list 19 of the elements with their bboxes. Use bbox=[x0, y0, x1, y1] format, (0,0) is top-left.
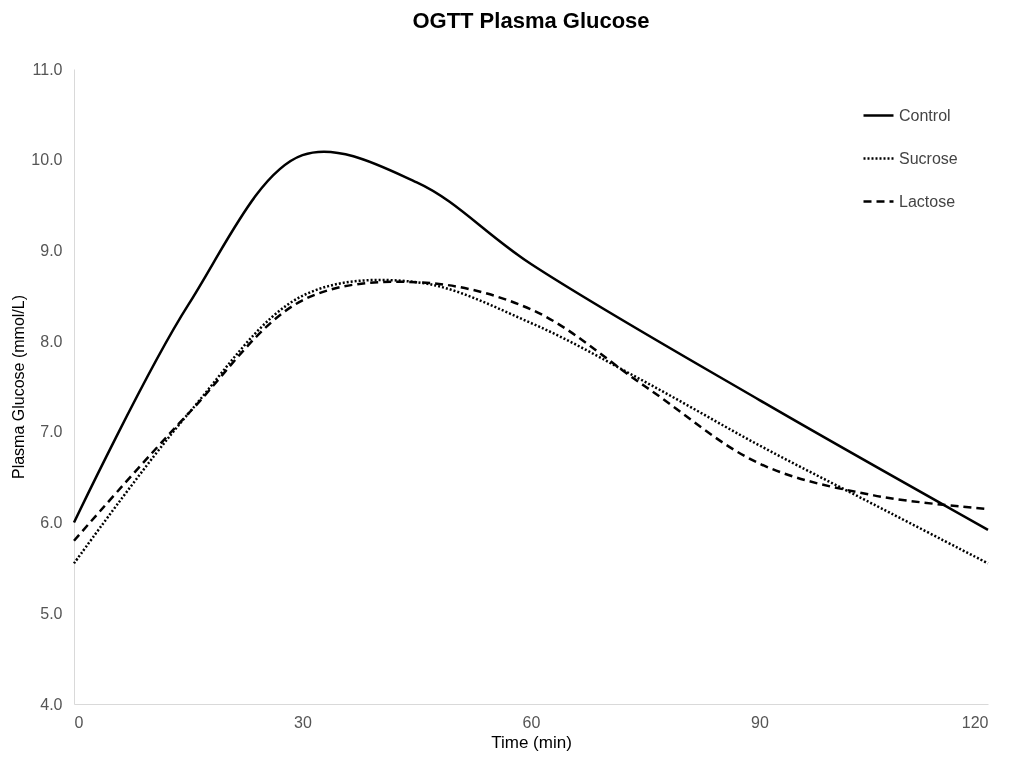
x-tick-label: 120 bbox=[961, 713, 989, 731]
legend-label: Control bbox=[899, 106, 951, 124]
y-tick-label: 8.0 bbox=[40, 332, 63, 350]
x-axis-title: Time (min) bbox=[491, 732, 572, 752]
y-axis-title: Plasma Glucose (mmol/L) bbox=[10, 294, 28, 480]
x-tick-label: 60 bbox=[522, 713, 541, 731]
y-tick-label: 6.0 bbox=[40, 514, 63, 532]
y-tick-label: 10.0 bbox=[31, 151, 63, 169]
y-tick-label: 9.0 bbox=[40, 241, 63, 259]
x-tick-label: 90 bbox=[751, 713, 769, 731]
y-tick-label: 7.0 bbox=[40, 423, 63, 441]
y-tick-label: 11.0 bbox=[32, 60, 63, 78]
chart-title: OGTT Plasma Glucose bbox=[412, 8, 650, 33]
x-tick-label: 30 bbox=[294, 713, 312, 731]
y-tick-label: 4.0 bbox=[40, 695, 63, 713]
legend-label: Lactose bbox=[899, 192, 956, 210]
y-tick-label: 5.0 bbox=[40, 604, 63, 622]
x-tick-label: 0 bbox=[74, 713, 84, 731]
legend-label: Sucrose bbox=[899, 149, 958, 167]
